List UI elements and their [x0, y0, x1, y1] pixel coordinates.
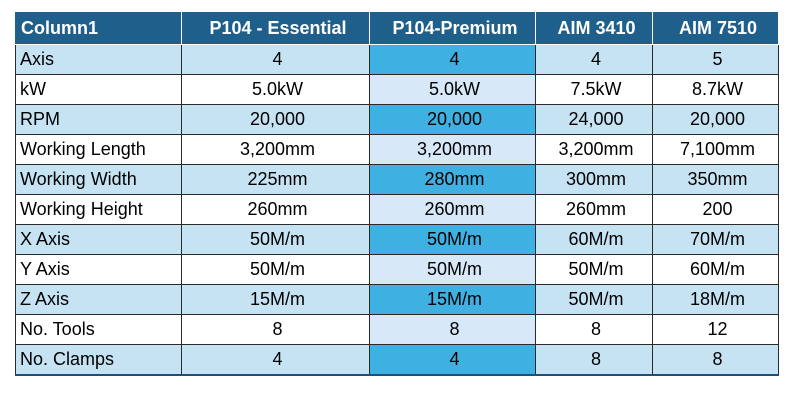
- table-cell[interactable]: 5: [652, 44, 779, 75]
- header-cell-aim-7510[interactable]: AIM 7510: [652, 12, 779, 45]
- table-row: Working Length 3,200mm 3,200mm 3,200mm 7…: [15, 134, 779, 165]
- table-cell[interactable]: 4: [369, 344, 536, 376]
- row-label-cell[interactable]: Z Axis: [15, 284, 182, 315]
- table-row: Z Axis 15M/m 15M/m 50M/m 18M/m: [15, 284, 779, 315]
- table-cell[interactable]: 3,200mm: [181, 134, 370, 165]
- table-cell[interactable]: 4: [535, 44, 653, 75]
- row-label-cell[interactable]: Axis: [15, 44, 182, 75]
- header-row: Column1 P104 - Essential P104-Premium AI…: [15, 12, 779, 45]
- table-row: Y Axis 50M/m 50M/m 50M/m 60M/m: [15, 254, 779, 285]
- table-row: Axis 4 4 4 5: [15, 44, 779, 75]
- header-cell-p104-essential[interactable]: P104 - Essential: [181, 12, 370, 45]
- table-row: Working Width 225mm 280mm 300mm 350mm: [15, 164, 779, 195]
- table-cell[interactable]: 4: [369, 44, 536, 75]
- table-cell[interactable]: 18M/m: [652, 284, 779, 315]
- table-cell[interactable]: 8: [535, 344, 653, 376]
- table-cell[interactable]: 8: [652, 344, 779, 376]
- table-cell[interactable]: 15M/m: [369, 284, 536, 315]
- table-cell[interactable]: 50M/m: [535, 254, 653, 285]
- table-cell[interactable]: 7,100mm: [652, 134, 779, 165]
- table-cell[interactable]: 3,200mm: [369, 134, 536, 165]
- table-cell[interactable]: 3,200mm: [535, 134, 653, 165]
- table-row: Working Height 260mm 260mm 260mm 200: [15, 194, 779, 225]
- row-label-cell[interactable]: kW: [15, 74, 182, 105]
- row-label-cell[interactable]: No. Tools: [15, 314, 182, 345]
- table-cell[interactable]: 50M/m: [181, 254, 370, 285]
- table-cell[interactable]: 24,000: [535, 104, 653, 135]
- table-row: No. Tools 8 8 8 12: [15, 314, 779, 345]
- row-label-cell[interactable]: No. Clamps: [15, 344, 182, 376]
- table-cell[interactable]: 200: [652, 194, 779, 225]
- table-row: RPM 20,000 20,000 24,000 20,000: [15, 104, 779, 135]
- table-cell[interactable]: 7.5kW: [535, 74, 653, 105]
- table-cell[interactable]: 280mm: [369, 164, 536, 195]
- table-cell[interactable]: 350mm: [652, 164, 779, 195]
- table-cell[interactable]: 300mm: [535, 164, 653, 195]
- table-cell[interactable]: 8: [181, 314, 370, 345]
- table-cell[interactable]: 260mm: [369, 194, 536, 225]
- table-cell[interactable]: 20,000: [369, 104, 536, 135]
- table-row: X Axis 50M/m 50M/m 60M/m 70M/m: [15, 224, 779, 255]
- table-cell[interactable]: 4: [181, 44, 370, 75]
- table-cell[interactable]: 12: [652, 314, 779, 345]
- table-cell[interactable]: 15M/m: [181, 284, 370, 315]
- table-cell[interactable]: 20,000: [181, 104, 370, 135]
- table-cell[interactable]: 4: [181, 344, 370, 376]
- header-cell-aim-3410[interactable]: AIM 3410: [535, 12, 653, 45]
- table-cell[interactable]: 8: [535, 314, 653, 345]
- table-cell[interactable]: 50M/m: [181, 224, 370, 255]
- row-label-cell[interactable]: RPM: [15, 104, 182, 135]
- table-cell[interactable]: 8: [369, 314, 536, 345]
- table-cell[interactable]: 5.0kW: [369, 74, 536, 105]
- table-cell[interactable]: 50M/m: [369, 224, 536, 255]
- table-cell[interactable]: 50M/m: [535, 284, 653, 315]
- row-label-cell[interactable]: Working Width: [15, 164, 182, 195]
- table-cell[interactable]: 50M/m: [369, 254, 536, 285]
- row-label-cell[interactable]: X Axis: [15, 224, 182, 255]
- spec-comparison-table: Column1 P104 - Essential P104-Premium AI…: [15, 12, 779, 376]
- table-cell[interactable]: 260mm: [181, 194, 370, 225]
- table-cell[interactable]: 225mm: [181, 164, 370, 195]
- header-cell-column1[interactable]: Column1: [15, 12, 182, 45]
- row-label-cell[interactable]: Working Length: [15, 134, 182, 165]
- table-cell[interactable]: 260mm: [535, 194, 653, 225]
- table-cell[interactable]: 8.7kW: [652, 74, 779, 105]
- table-cell[interactable]: 70M/m: [652, 224, 779, 255]
- header-cell-p104-premium[interactable]: P104-Premium: [369, 12, 536, 45]
- table-row: kW 5.0kW 5.0kW 7.5kW 8.7kW: [15, 74, 779, 105]
- table-cell[interactable]: 20,000: [652, 104, 779, 135]
- table-cell[interactable]: 60M/m: [652, 254, 779, 285]
- table-row: No. Clamps 4 4 8 8: [15, 344, 779, 376]
- row-label-cell[interactable]: Y Axis: [15, 254, 182, 285]
- table-cell[interactable]: 60M/m: [535, 224, 653, 255]
- table-cell[interactable]: 5.0kW: [181, 74, 370, 105]
- row-label-cell[interactable]: Working Height: [15, 194, 182, 225]
